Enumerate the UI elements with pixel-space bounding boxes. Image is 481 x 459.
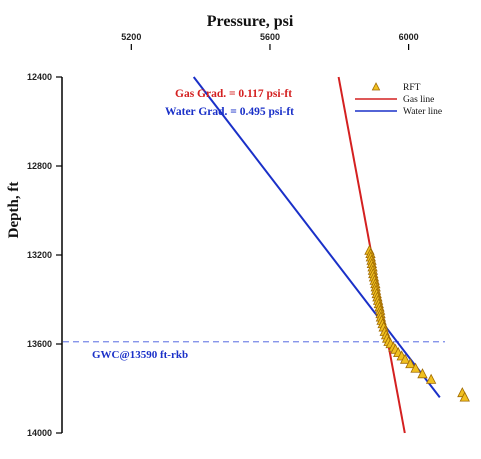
water-line-trend bbox=[192, 76, 441, 399]
x-tick-label: 6000 bbox=[399, 32, 419, 42]
y-tick-label: 12400 bbox=[27, 72, 52, 82]
gas-gradient-annotation: Gas Grad. = 0.117 psi-ft bbox=[175, 88, 292, 100]
series-layer: GWC@13590 ft-rkb bbox=[63, 76, 470, 434]
water-gradient-annotation: Water Grad. = 0.495 psi-ft bbox=[165, 106, 294, 118]
y-tick-label: 12800 bbox=[27, 161, 52, 171]
annotations: Gas Grad. = 0.117 psi-ft Water Grad. = 0.… bbox=[165, 88, 294, 118]
x-tick-label: 5600 bbox=[260, 32, 280, 42]
y-tick-label: 13600 bbox=[27, 339, 52, 349]
rft-point bbox=[459, 391, 470, 402]
y-axis-label: Depth, ft bbox=[6, 182, 22, 239]
y-tick-label: 14000 bbox=[27, 428, 52, 438]
gwc-label: GWC@13590 ft-rkb bbox=[92, 349, 188, 361]
rft-point bbox=[399, 353, 411, 364]
chart-title: Pressure, psi bbox=[207, 13, 294, 30]
y-tick-label: 13200 bbox=[27, 250, 52, 260]
rft-point bbox=[417, 368, 428, 379]
rft-point bbox=[425, 373, 437, 384]
legend-label: Gas line bbox=[403, 95, 434, 105]
axes: 5200 5600 6000 12400 12800 13200 13600 14000 bbox=[27, 32, 419, 438]
legend: RFT Gas line Water line bbox=[355, 82, 442, 117]
legend-label: Water line bbox=[403, 107, 442, 117]
legend-label: RFT bbox=[403, 83, 421, 93]
rft-point bbox=[405, 358, 416, 369]
legend-rft-marker bbox=[371, 82, 381, 91]
x-tick-label: 5200 bbox=[121, 32, 141, 42]
rft-point bbox=[410, 362, 421, 373]
